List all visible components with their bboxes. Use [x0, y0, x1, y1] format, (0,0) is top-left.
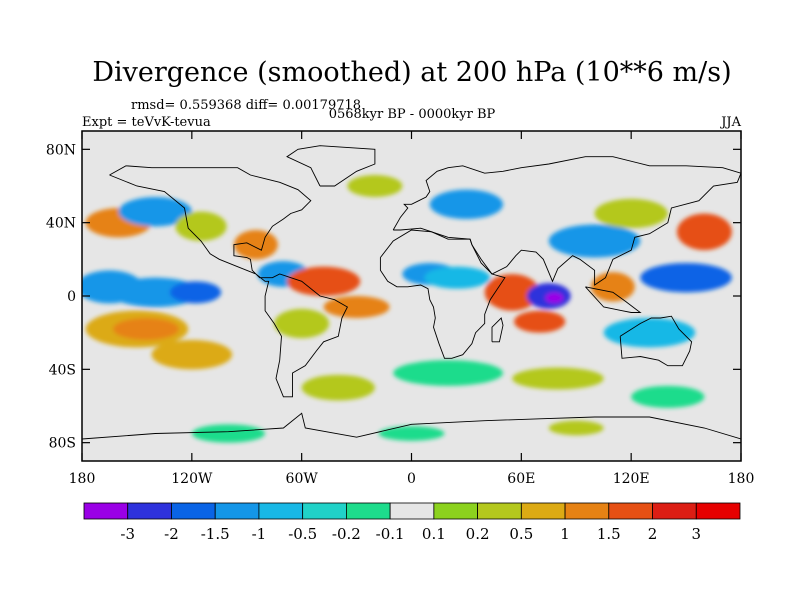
- colorbar-swatch: [83, 502, 129, 520]
- plot-title: Divergence (smoothed) at 200 hPa (10**6 …: [92, 57, 731, 88]
- field-blob: [676, 213, 732, 251]
- colorbar-swatch: [127, 502, 172, 520]
- coastline: [585, 286, 642, 313]
- field-blob: [429, 189, 504, 219]
- field-blob: [233, 230, 278, 260]
- field-blob: [512, 367, 604, 390]
- field-blob: [175, 211, 227, 241]
- y-tick-label: 80S: [49, 436, 76, 452]
- colorbar-label: -0.1: [376, 525, 405, 543]
- colorbar-swatch: [214, 502, 260, 520]
- colorbar-swatch: [258, 502, 304, 520]
- field-blob: [274, 308, 330, 339]
- colorbar: -3 -2 -1.5 -1 -0.5 -0.2 -0.1 0.1 0.2 0.5 1 1.5 2 3: [83, 502, 741, 543]
- x-tick-label: 180: [728, 471, 755, 487]
- y-tick-label: 40N: [46, 216, 76, 232]
- field-blob: [548, 420, 604, 436]
- colorbar-label: 1.5: [597, 525, 621, 543]
- colorbar-swatch: [564, 502, 610, 520]
- field-blob: [151, 340, 233, 370]
- stats-text: rmsd= 0.559368 diff= 0.00179718: [131, 98, 361, 113]
- x-axis: 180 120W 60W 0 60E 120E 180: [69, 131, 755, 487]
- colorbar-label: 0.1: [422, 525, 446, 543]
- map-panel: 180 120W 60W 0 60E 120E 180 80N 40N 0 40S 80S: [46, 130, 755, 487]
- field-blob: [378, 426, 445, 441]
- field-blob: [640, 263, 732, 293]
- field-blob: [545, 292, 564, 304]
- field-blob: [113, 318, 180, 340]
- x-tick-label: 0: [407, 471, 416, 487]
- field-blob: [424, 266, 491, 289]
- field-blob: [603, 318, 696, 348]
- y-axis: 80N 40N 0 40S 80S: [46, 142, 741, 452]
- colorbar-label: 0.2: [466, 525, 490, 543]
- coastlines: [82, 145, 741, 440]
- field-blob: [301, 374, 375, 401]
- experiment-text: Expt = teVvK-tevua: [82, 115, 211, 130]
- y-tick-label: 0: [67, 289, 76, 305]
- field-blob: [631, 385, 705, 408]
- field-blob: [548, 224, 641, 258]
- colorbar-label: -1.5: [201, 525, 230, 543]
- coastline: [392, 156, 741, 286]
- colorbar-label: 0.5: [509, 525, 533, 543]
- colorbar-swatch: [608, 502, 653, 520]
- coastline: [82, 412, 741, 440]
- field-blob: [287, 266, 361, 297]
- colorbar-swatch: [345, 502, 391, 520]
- colorbar-swatch: [652, 502, 697, 520]
- coastline: [379, 229, 506, 359]
- colorbar-swatch: [695, 502, 741, 520]
- colorbar-label: -1: [252, 525, 267, 543]
- divergence-field: [82, 175, 732, 443]
- colorbar-swatch: [389, 502, 435, 520]
- coastline: [491, 317, 504, 343]
- colorbar-label: -2: [164, 525, 179, 543]
- colorbar-label: 3: [691, 525, 701, 543]
- y-tick-label: 40S: [49, 362, 76, 378]
- field-blob: [393, 360, 504, 386]
- x-tick-label: 60W: [286, 471, 319, 487]
- x-tick-label: 60E: [507, 471, 535, 487]
- season-text: JJA: [719, 115, 741, 130]
- field-blob: [514, 310, 566, 333]
- colorbar-swatch: [171, 502, 216, 520]
- colorbar-swatch: [433, 502, 479, 520]
- x-tick-label: 180: [69, 471, 96, 487]
- field-blob: [169, 281, 222, 304]
- coastline: [619, 315, 693, 367]
- field-blob: [347, 175, 403, 197]
- coastline: [109, 165, 348, 398]
- x-tick-label: 120E: [613, 471, 650, 487]
- coastline: [286, 145, 376, 187]
- colorbar-label: -0.5: [288, 525, 317, 543]
- colorbar-label: -3: [120, 525, 135, 543]
- field-blob: [594, 198, 668, 229]
- colorbar-label: 1: [560, 525, 570, 543]
- field-blob: [484, 274, 540, 311]
- colorbar-label: 2: [648, 525, 658, 543]
- field-blob: [590, 272, 635, 302]
- colorbar-swatch: [520, 502, 566, 520]
- period-text: 0568kyr BP - 0000kyr BP: [329, 107, 496, 122]
- x-tick-label: 120W: [171, 471, 213, 487]
- y-tick-label: 80N: [46, 142, 76, 158]
- colorbar-swatch: [302, 502, 347, 520]
- field-blob: [118, 197, 192, 227]
- field-blob: [191, 424, 266, 443]
- field-blob: [323, 296, 390, 318]
- colorbar-label: -0.2: [332, 525, 361, 543]
- colorbar-swatch: [477, 502, 522, 520]
